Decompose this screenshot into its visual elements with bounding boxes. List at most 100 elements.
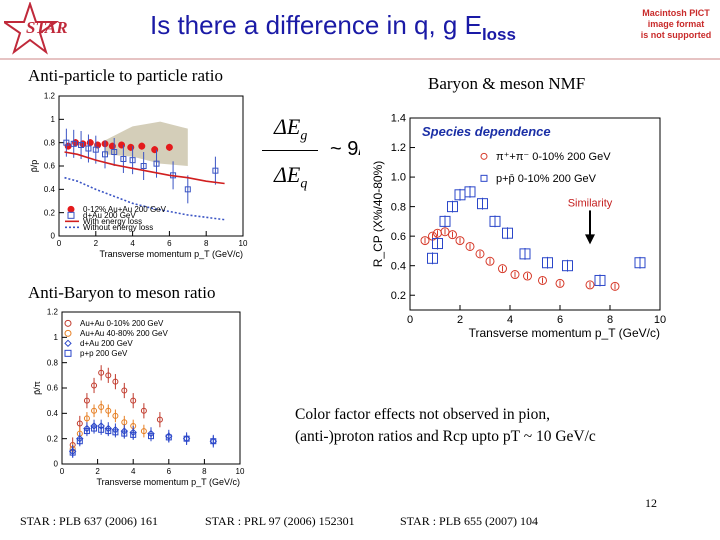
conclusion-line-1: Color factor effects not observed in pio… [295, 406, 550, 423]
denominator-text: ΔE [274, 162, 301, 187]
data-point [610, 281, 620, 291]
data-point [91, 425, 98, 432]
data-point [98, 426, 105, 433]
data-point [102, 151, 108, 158]
title-divider [0, 58, 720, 60]
y-tick-label: 0.4 [391, 260, 406, 272]
data-point [594, 274, 606, 286]
data-point [498, 264, 507, 274]
legend-entry: 0-12% Au+Au 200 GeV [83, 205, 167, 214]
y-tick-label: 1.0 [391, 172, 406, 184]
data-point [477, 198, 488, 210]
data-point [555, 278, 565, 288]
title-main: Is there a difference in q, g E [150, 10, 482, 40]
data-point [432, 238, 443, 250]
uncertainty-band [105, 121, 188, 166]
reference-1: STAR : PLB 637 (2006) 161 [20, 514, 159, 528]
y-tick-label: 0.6 [47, 384, 59, 393]
data-point [510, 270, 520, 280]
legend-entry: Au+Au 40-80% 200 GeV [80, 329, 169, 338]
data-point [447, 201, 458, 213]
x-tick-label: 6 [167, 467, 172, 476]
x-tick-label: 6 [167, 239, 172, 248]
chart-antiparticle-ratio: 0 2 4 6 8 10 0 0.2 0.4 0.6 0.8 1 1.2 Transverse momen… [25, 88, 253, 274]
legend-swatch [67, 211, 75, 219]
series-line [64, 151, 225, 185]
legend-swatch [480, 174, 488, 182]
data-point [455, 236, 465, 246]
conclusion-line-2: (anti-)proton ratios and Rcp upto pT ~ 1… [295, 428, 596, 445]
x-tick-label: 4 [130, 239, 135, 248]
data-point [63, 139, 70, 146]
data-point [420, 236, 430, 246]
x-tick-label: 8 [204, 239, 209, 248]
y-tick-label: 1.2 [44, 92, 56, 101]
data-point [542, 257, 553, 269]
data-point [112, 378, 119, 385]
data-point [112, 412, 119, 419]
data-point [485, 256, 495, 266]
data-point [439, 215, 451, 227]
chart1-svg: 0 2 4 6 8 10 0.2 0.4 0.6 0.8 1.0 1.2 1.4 Transverse m… [371, 113, 666, 340]
data-point [83, 397, 90, 404]
legend-entry: d+Au 200 GeV [83, 211, 136, 220]
data-point [519, 248, 531, 260]
x-tick-label: 0 [60, 467, 65, 476]
data-point [140, 428, 147, 435]
x-axis-label: Transverse momentum p_T (GeV/c) [469, 326, 660, 340]
chart-antibaryon-meson: 0 2 4 6 8 10 0 0.2 0.4 0.6 0.8 1 1.2 Transverse momen… [28, 306, 250, 496]
y-axis-label: R_CP (X%/40-80%) [371, 161, 385, 268]
data-point [138, 142, 146, 150]
y-tick-label: 0.2 [44, 208, 56, 217]
data-point [538, 275, 547, 285]
data-point [121, 430, 128, 437]
data-point [140, 163, 147, 169]
data-point [83, 415, 90, 422]
data-point [156, 416, 163, 423]
data-point [464, 186, 476, 198]
y-tick-label: 0.8 [391, 201, 406, 213]
data-point [130, 431, 137, 438]
x-tick-label: 2 [94, 239, 99, 248]
star-shape [0, 0, 60, 55]
y-tick-label: 0.2 [47, 434, 59, 443]
data-point [112, 429, 119, 436]
data-point [148, 433, 154, 440]
data-point [83, 428, 90, 435]
data-point [130, 397, 137, 404]
x-axis-label: Transverse momentum p_T (GeV/c) [96, 477, 240, 487]
numerator-text: ΔE [274, 114, 301, 139]
reference-2: STAR : PRL 97 (2006) 152301 [205, 514, 355, 528]
y-tick-label: 0.8 [44, 138, 56, 147]
x-tick-label: 4 [507, 314, 513, 326]
reference-3: STAR : PLB 655 (2007) 104 [400, 514, 539, 528]
slide-title: Is there a difference in q, g Eloss [150, 10, 516, 45]
y-tick-label: 0.6 [44, 162, 56, 171]
data-point [105, 428, 112, 435]
pict-notice-line: Macintosh PICT [642, 8, 710, 18]
data-point [440, 227, 450, 237]
formula-numerator: ΔEg [274, 114, 307, 144]
data-point [98, 369, 105, 376]
data-point [98, 404, 105, 410]
star-logo: STAR [0, 0, 76, 58]
numerator-subscript: g [300, 128, 308, 144]
x-axis-label: Transverse momentum p_T (GeV/c) [99, 249, 243, 259]
formula-denominator: ΔEq [274, 162, 307, 192]
data-point [475, 249, 485, 259]
y-tick-label: 0.8 [47, 358, 59, 367]
data-point [183, 435, 190, 442]
title-subscript: loss [481, 25, 516, 44]
x-tick-label: 0 [57, 239, 62, 248]
y-tick-label: 0.6 [391, 231, 406, 243]
annotation-arrow-head [585, 234, 595, 245]
data-point [212, 167, 219, 174]
x-tick-label: 10 [654, 314, 666, 326]
legend-swatch [64, 319, 72, 327]
x-tick-label: 6 [557, 314, 563, 326]
legend-swatch [67, 205, 75, 213]
y-tick-label: 1 [51, 115, 56, 124]
y-tick-label: 0 [51, 232, 56, 241]
x-tick-label: 8 [202, 467, 207, 476]
y-axis-label: p̄/π [32, 381, 42, 395]
